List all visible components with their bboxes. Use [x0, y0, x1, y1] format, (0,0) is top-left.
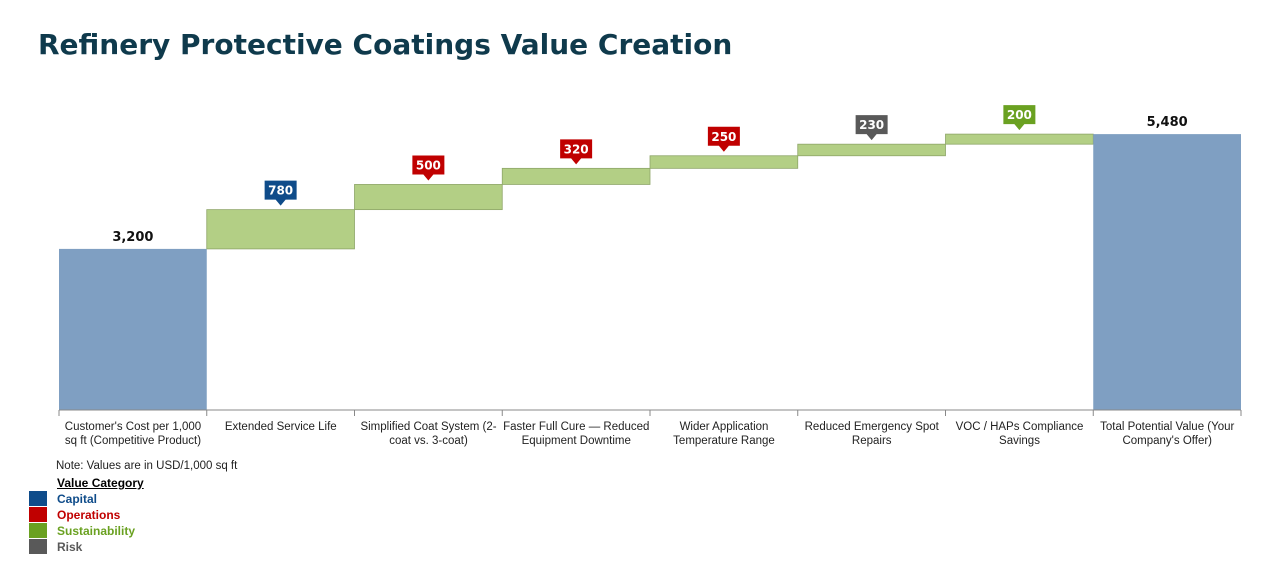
legend-title: Value Category	[57, 476, 144, 490]
legend-label-capital: Capital	[57, 491, 98, 506]
callout-operations-3	[560, 139, 593, 165]
bar-faster-full-cure-reduced-equipment-downt	[501, 167, 651, 185]
category-label: Customer's Cost per 1,000 sq ft (Competi…	[64, 421, 202, 447]
data-label-7: 5,480	[1147, 115, 1188, 130]
bar-simplified-coat-system-2-coat-vs-3-coat	[354, 184, 503, 211]
category-label: Wider Application Temperature Range	[673, 421, 775, 447]
bar-extended-service-life	[206, 209, 355, 250]
callout-risk-5	[855, 115, 888, 141]
bar-total-potential-value-your-company-s-off	[1093, 134, 1241, 410]
bar-wider-application-temperature-range	[649, 155, 799, 169]
legend-item-capital: Capital	[29, 491, 97, 506]
callout-sustainability-6	[1003, 105, 1036, 131]
data-label-3: 320	[564, 142, 589, 156]
bar-customer-s-cost-per-1-000-sq-ft-competit	[59, 248, 207, 410]
legend-label-operations: Operations	[57, 507, 121, 522]
callout-operations-2	[412, 155, 445, 181]
data-label-2: 500	[416, 158, 441, 172]
callout-capital-1	[264, 180, 297, 206]
legend-swatch-operations	[29, 507, 47, 522]
legend-swatch-sustainability	[29, 523, 47, 538]
legend-item-operations: Operations	[29, 507, 120, 522]
category-label: VOC / HAPs Compliance Savings	[955, 421, 1084, 447]
category-label: Extended Service Life	[224, 421, 337, 433]
category-label: Reduced Emergency Spot Repairs	[804, 421, 939, 447]
units-note: Note: Values are in USD/1,000 sq ft	[56, 460, 238, 472]
legend-label-sustainability: Sustainability	[57, 523, 136, 538]
data-label-4: 250	[711, 130, 736, 144]
data-label-5: 230	[859, 118, 884, 132]
legend-item-risk: Risk	[29, 539, 82, 554]
category-label: Total Potential Value (Your Company's Of…	[1100, 421, 1235, 447]
chart-title: Refinery Protective Coatings Value Creat…	[38, 28, 733, 61]
callout-operations-4	[707, 126, 740, 152]
data-label-6: 200	[1007, 108, 1032, 122]
legend-label-risk: Risk	[57, 539, 83, 554]
data-label-1: 780	[268, 184, 293, 198]
category-label: Faster Full Cure — Reduced Equipment Dow…	[503, 421, 650, 447]
data-label-0: 3,200	[112, 230, 153, 245]
legend-item-sustainability: Sustainability	[29, 523, 135, 538]
legend-swatch-risk	[29, 539, 47, 554]
bar-reduced-emergency-spot-repairs	[797, 143, 946, 157]
bar-voc-haps-compliance-savings	[945, 133, 1094, 145]
legend-swatch-capital	[29, 491, 47, 506]
category-label: Simplified Coat System (2-coat vs. 3-coa…	[360, 421, 497, 447]
